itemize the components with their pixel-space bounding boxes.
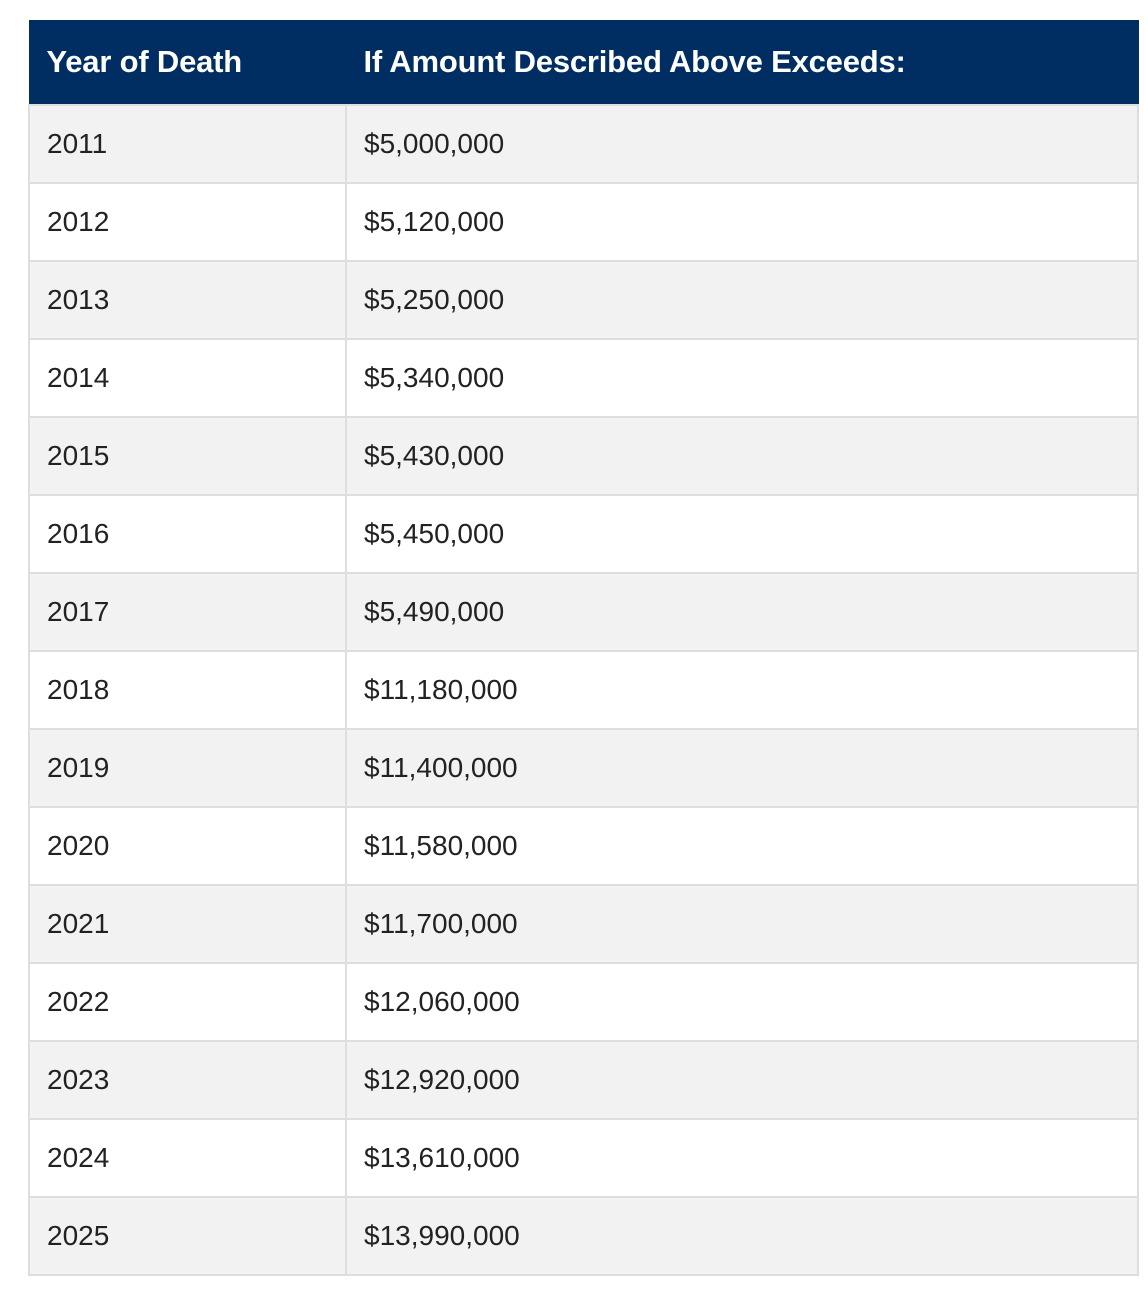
header-row: Year of Death If Amount Described Above … (28, 20, 1139, 105)
amount-cell: $13,610,000 (345, 1117, 1139, 1198)
amount-cell: $11,580,000 (345, 805, 1139, 886)
table-row: 2013 $5,250,000 (28, 259, 1139, 340)
year-cell: 2017 (28, 571, 347, 652)
year-cell: 2013 (28, 259, 347, 340)
amount-cell: $5,120,000 (345, 181, 1139, 262)
year-cell: 2021 (28, 883, 347, 964)
amount-cell: $11,700,000 (345, 883, 1139, 964)
year-cell: 2015 (28, 415, 347, 496)
table-row: 2014 $5,340,000 (28, 337, 1139, 418)
amount-cell: $12,060,000 (345, 961, 1139, 1042)
year-cell: 2020 (28, 805, 347, 886)
amount-cell: $5,450,000 (345, 493, 1139, 574)
table-row: 2017 $5,490,000 (28, 571, 1139, 652)
column-header-year: Year of Death (28, 20, 347, 105)
estate-threshold-table: Year of Death If Amount Described Above … (28, 20, 1139, 1276)
amount-cell: $5,430,000 (345, 415, 1139, 496)
year-cell: 2019 (28, 727, 347, 808)
table-row: 2015 $5,430,000 (28, 415, 1139, 496)
year-cell: 2018 (28, 649, 347, 730)
amount-cell: $12,920,000 (345, 1039, 1139, 1120)
year-cell: 2025 (28, 1195, 347, 1276)
table-header: Year of Death If Amount Described Above … (28, 20, 1139, 105)
year-cell: 2012 (28, 181, 347, 262)
table-row: 2022 $12,060,000 (28, 961, 1139, 1042)
table-row: 2011 $5,000,000 (28, 103, 1139, 184)
table-row: 2018 $11,180,000 (28, 649, 1139, 730)
amount-cell: $5,340,000 (345, 337, 1139, 418)
table-row: 2020 $11,580,000 (28, 805, 1139, 886)
table-row: 2025 $13,990,000 (28, 1195, 1139, 1276)
amount-cell: $5,490,000 (345, 571, 1139, 652)
table-row: 2021 $11,700,000 (28, 883, 1139, 964)
table-row: 2019 $11,400,000 (28, 727, 1139, 808)
year-cell: 2016 (28, 493, 347, 574)
year-cell: 2011 (28, 103, 347, 184)
amount-cell: $13,990,000 (345, 1195, 1139, 1276)
amount-cell: $5,250,000 (345, 259, 1139, 340)
table-body: 2011 $5,000,000 2012 $5,120,000 2013 $5,… (28, 103, 1139, 1276)
column-header-amount: If Amount Described Above Exceeds: (345, 20, 1139, 105)
year-cell: 2014 (28, 337, 347, 418)
amount-cell: $11,400,000 (345, 727, 1139, 808)
table-row: 2016 $5,450,000 (28, 493, 1139, 574)
amount-cell: $5,000,000 (345, 103, 1139, 184)
table-row: 2023 $12,920,000 (28, 1039, 1139, 1120)
estate-threshold-table-container: Year of Death If Amount Described Above … (28, 20, 1139, 1276)
year-cell: 2022 (28, 961, 347, 1042)
table-row: 2024 $13,610,000 (28, 1117, 1139, 1198)
year-cell: 2024 (28, 1117, 347, 1198)
year-cell: 2023 (28, 1039, 347, 1120)
amount-cell: $11,180,000 (345, 649, 1139, 730)
table-row: 2012 $5,120,000 (28, 181, 1139, 262)
